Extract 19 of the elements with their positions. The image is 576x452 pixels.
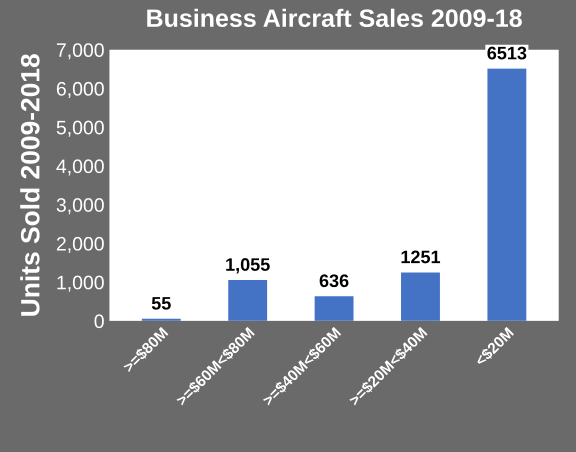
y-tick-label: 1,000 [57, 276, 104, 292]
y-tick-label: 5,000 [56, 120, 104, 137]
y-tick-label: 4,000 [56, 159, 104, 176]
chart-title: Business Aircraft Sales 2009-18 [147, 8, 522, 28]
data-label: 1,055 [226, 258, 270, 274]
bar [401, 272, 440, 321]
y-tick-label: 0 [94, 314, 104, 328]
y-tick-label: 3,000 [56, 198, 104, 214]
bar [314, 296, 354, 321]
data-label: 6513 [487, 46, 526, 60]
y-axis-title: Units Sold 2009-2018 [20, 54, 40, 316]
data-label: 1251 [402, 250, 440, 264]
y-tick-label: 7,000 [56, 43, 104, 60]
y-tick-label: 2,000 [56, 236, 104, 253]
y-tick-label: 6,000 [56, 82, 104, 98]
bar [487, 68, 526, 321]
data-label: 636 [320, 274, 348, 288]
data-label: 55 [152, 297, 171, 310]
bar [228, 280, 268, 321]
